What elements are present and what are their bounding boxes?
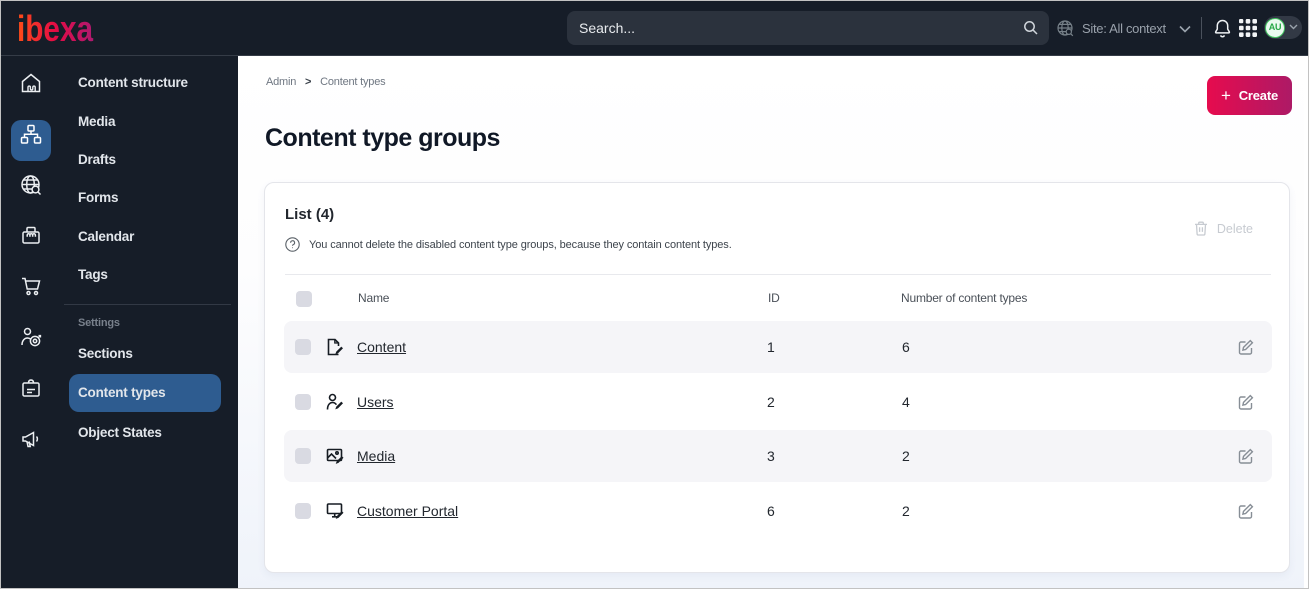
svg-text:ibexa: ibexa — [17, 10, 94, 49]
